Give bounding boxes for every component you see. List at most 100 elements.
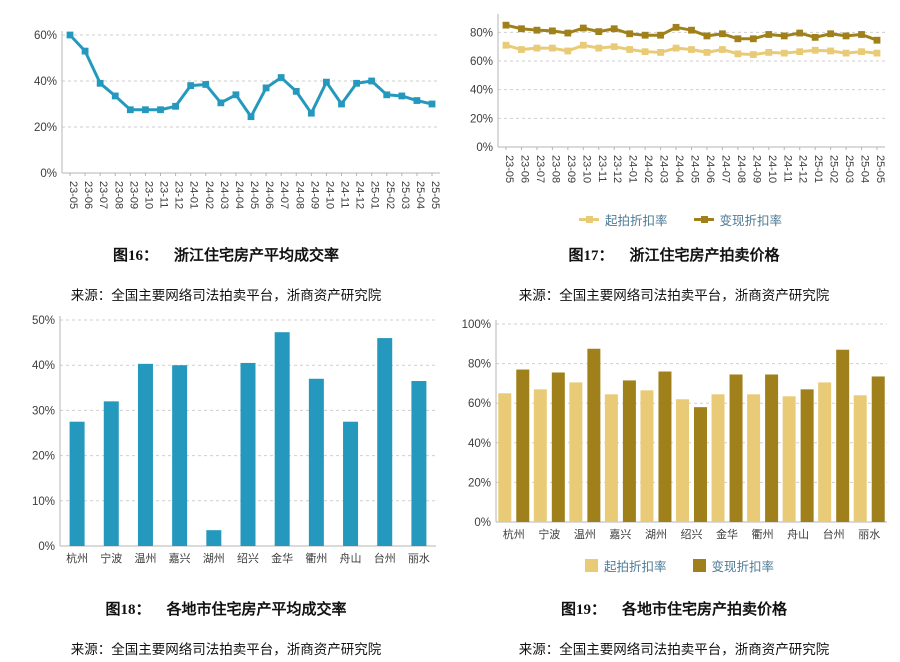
figure-16-source: 来源：全国主要网络司法拍卖平台，浙商资产研究院 <box>70 288 382 303</box>
x-tick-label: 24-09 <box>750 155 762 183</box>
data-point-marker <box>548 27 556 35</box>
data-point-marker <box>533 26 541 34</box>
data-point-marker <box>749 51 757 58</box>
bar <box>240 362 256 546</box>
y-tick-label: 20% <box>470 113 493 125</box>
data-point-marker <box>719 30 726 38</box>
data-point-marker <box>262 84 270 92</box>
data-point-marker <box>796 48 804 56</box>
data-point-marker <box>610 43 618 51</box>
x-category-label: 衢州 <box>305 552 327 565</box>
x-category-label: 衢州 <box>752 528 774 541</box>
legend-label: 变现折扣率 <box>711 560 775 574</box>
bar <box>729 374 743 522</box>
bar <box>411 381 427 546</box>
x-tick-label: 24-02 <box>642 155 654 183</box>
bar <box>622 380 636 522</box>
square-marker-icon <box>585 216 593 223</box>
data-point-marker <box>626 46 634 53</box>
data-point-marker <box>796 29 804 37</box>
x-tick-label: 23-12 <box>611 155 623 183</box>
figure-title: 浙江住宅房产拍卖价格 <box>629 248 780 264</box>
x-tick-label: 24-01 <box>188 181 200 209</box>
data-point-marker <box>858 48 865 56</box>
series-line <box>68 33 433 119</box>
data-point-marker <box>66 31 74 39</box>
y-tick-label: 10% <box>32 496 55 508</box>
x-category-label: 金华 <box>716 527 738 541</box>
data-point-marker <box>111 92 119 100</box>
x-tick-label: 23-08 <box>112 181 124 209</box>
x-category-label: 宁波 <box>100 551 122 565</box>
data-point-marker <box>187 82 195 89</box>
line-marker-icon <box>693 216 714 223</box>
data-point-marker <box>641 31 649 39</box>
bar <box>516 369 530 522</box>
data-point-marker <box>368 77 376 85</box>
x-tick-label: 24-08 <box>735 155 747 183</box>
data-point-marker <box>641 48 649 56</box>
bar <box>658 371 672 522</box>
x-category-label: 绍兴 <box>681 527 703 541</box>
data-point-marker <box>827 47 835 55</box>
x-category-label: 舟山 <box>340 551 362 565</box>
bar <box>274 332 290 546</box>
x-tick-label: 23-10 <box>580 155 592 183</box>
legend-item-start-discount: 起拍折扣率 <box>578 210 668 229</box>
x-category-label: 湖州 <box>645 528 667 541</box>
data-point-marker <box>734 50 742 58</box>
x-category-label: 杭州 <box>66 551 88 565</box>
data-point-marker <box>873 36 881 44</box>
data-point-marker <box>657 31 664 39</box>
data-point-marker <box>518 46 525 53</box>
x-category-label: 丽水 <box>858 528 880 541</box>
figure-19-source: 来源：全国主要网络司法拍卖平台，浙商资产研究院 <box>518 642 830 657</box>
x-tick-label: 23-06 <box>82 181 94 209</box>
data-point-marker <box>383 91 391 99</box>
data-point-marker <box>719 46 726 53</box>
y-tick-label: 50% <box>32 315 55 327</box>
bar <box>694 407 707 522</box>
swatch-marker-icon <box>692 559 706 572</box>
data-point-marker <box>579 41 587 49</box>
y-tick-label: 40% <box>470 85 493 97</box>
bar <box>587 348 601 522</box>
bar <box>498 393 512 522</box>
data-point-marker <box>703 49 711 56</box>
data-point-marker <box>518 25 525 33</box>
data-point-marker <box>873 49 881 57</box>
bar <box>377 338 393 546</box>
x-category-label: 绍兴 <box>237 551 259 565</box>
x-tick-label: 23-07 <box>534 155 546 183</box>
data-point-marker <box>232 91 240 99</box>
data-point-marker <box>610 25 618 33</box>
data-point-marker <box>811 33 819 41</box>
bar <box>103 401 119 546</box>
x-tick-label: 23-12 <box>173 181 185 209</box>
figure-number: 图19： <box>560 602 606 618</box>
swatch-marker-icon <box>584 559 598 572</box>
y-tick-label: 60% <box>470 56 493 68</box>
bar <box>604 394 618 522</box>
data-point-marker <box>202 81 210 88</box>
y-tick-label: 40% <box>32 360 55 372</box>
y-tick-label: 0% <box>38 541 55 553</box>
bar <box>172 365 188 546</box>
x-tick-label: 24-08 <box>293 181 305 209</box>
x-category-label: 温州 <box>134 552 156 565</box>
data-point-marker <box>842 49 850 57</box>
data-point-marker <box>564 29 572 37</box>
x-tick-label: 24-11 <box>781 155 793 182</box>
chart-cities-auction-price: 0% 20% 40% 60% 80% 100% 杭州 宁波 温州 嘉兴 湖州 绍兴 金华 衢州 舟山 台州 丽水 <box>462 319 887 541</box>
data-point-marker <box>172 102 179 110</box>
data-point-marker <box>398 92 406 100</box>
data-point-marker <box>780 32 788 40</box>
data-point-marker <box>811 46 819 54</box>
data-point-marker <box>858 31 865 38</box>
bar <box>206 530 222 546</box>
y-tick-label: 20% <box>32 451 55 463</box>
data-point-marker <box>217 99 225 107</box>
data-point-marker <box>428 100 436 108</box>
figure-number: 图16： <box>112 248 158 264</box>
